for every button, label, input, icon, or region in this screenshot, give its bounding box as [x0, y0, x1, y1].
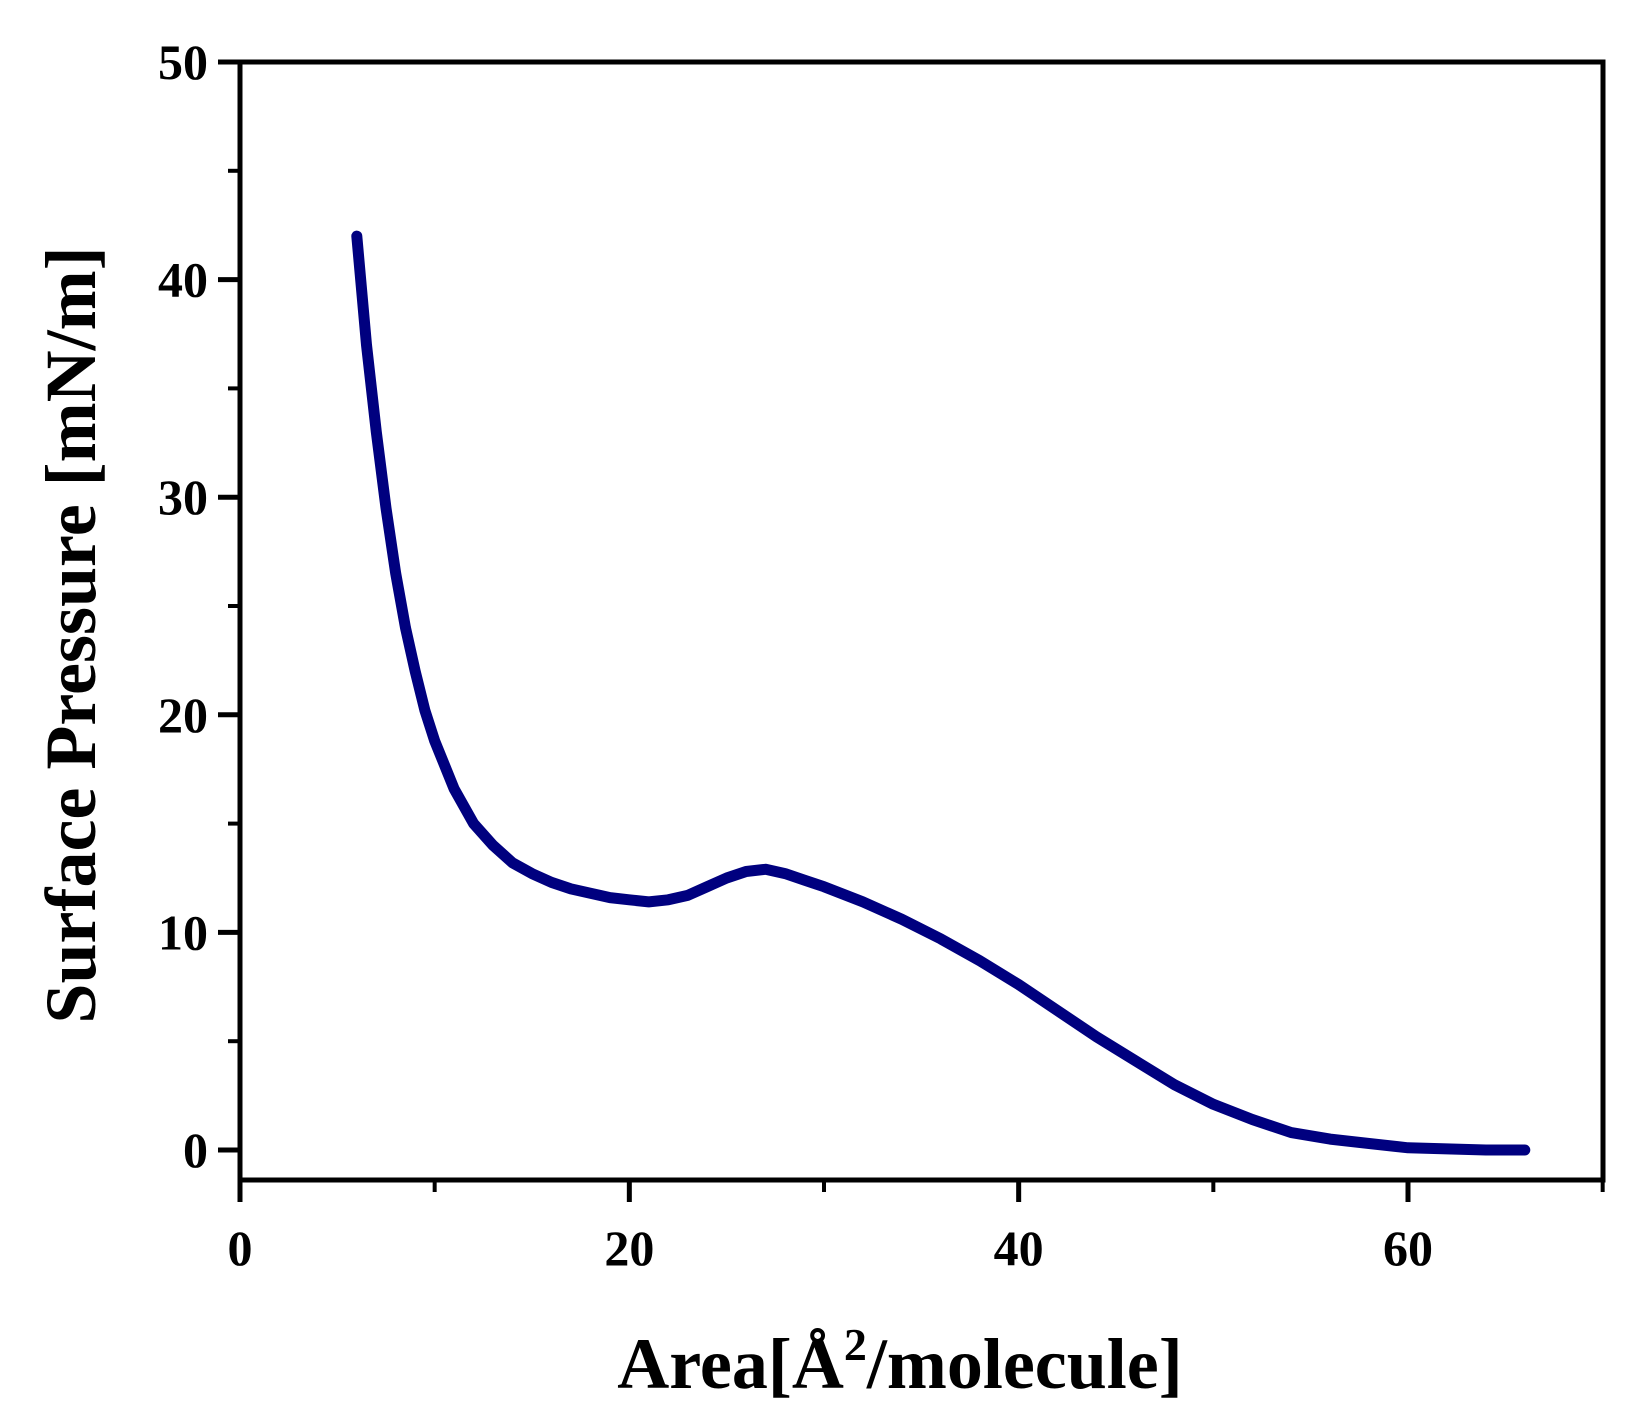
x-tick-label: 60 [1383, 1220, 1433, 1276]
x-axis-ticks [237, 1180, 1605, 1202]
y-tick-label: 0 [183, 1122, 208, 1178]
y-axis-title: Surface Pressure [mN/m] [31, 246, 111, 1023]
y-tick-label: 50 [158, 34, 208, 90]
x-axis-tick-labels: 0 20 40 60 [228, 1220, 1434, 1276]
x-tick-label: 0 [228, 1220, 253, 1276]
series-line [351, 230, 1531, 1156]
x-axis-title-superscript: 2 [844, 1319, 867, 1370]
x-axis-title-prefix: Area[Å [617, 1324, 844, 1404]
y-tick-label: 30 [158, 469, 208, 525]
y-axis-ticks [218, 59, 240, 1153]
y-tick-label: 10 [158, 904, 208, 960]
plot-frame [237, 59, 1606, 1183]
y-axis-tick-labels: 0 10 20 30 40 50 [158, 34, 208, 1178]
x-tick-label: 40 [994, 1220, 1044, 1276]
y-tick-label: 20 [158, 687, 208, 743]
x-tick-label: 20 [604, 1220, 654, 1276]
x-axis-title: Area[Å2/molecule] [617, 1319, 1182, 1404]
y-tick-label: 40 [158, 252, 208, 308]
x-axis-title-suffix: /molecule] [866, 1324, 1183, 1404]
